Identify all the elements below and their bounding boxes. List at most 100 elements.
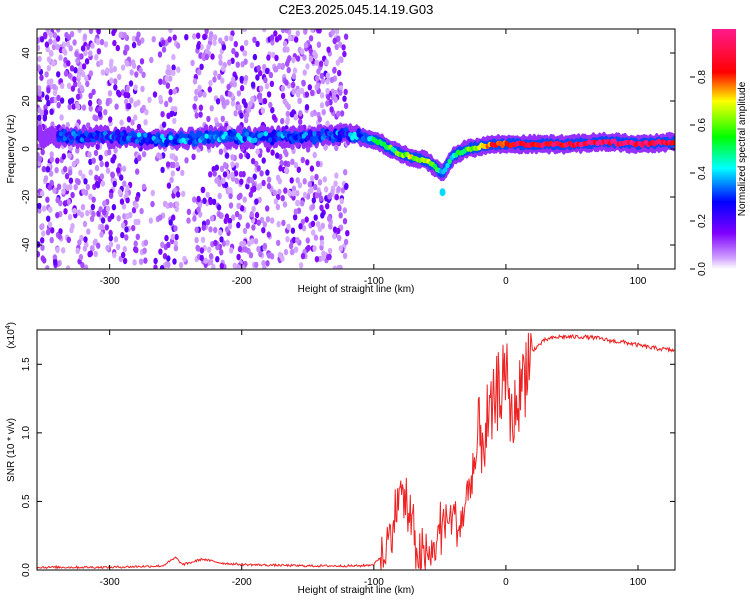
spectrogram-noise-cell (131, 62, 137, 70)
spectrogram-noise-cell (61, 153, 66, 160)
spectrogram-x-ticks: -300 -200 -100 0 100 (100, 29, 647, 287)
spectrogram-noise-cell (289, 177, 294, 184)
spectrogram-noise-cell (240, 264, 245, 269)
spectrogram-noise-cell (132, 259, 137, 266)
spectrogram-noise-cell (279, 159, 284, 167)
snr-y-label: SNR (10 * v/v) (6, 418, 17, 482)
spectrogram-noise-cell (244, 111, 250, 118)
spectrogram-noise-cell (273, 198, 279, 205)
spectrogram-noise-cell (300, 218, 305, 226)
snr-multiplier: (x104) (5, 322, 17, 349)
spectrogram-noise-cell (337, 204, 342, 211)
spectrogram-noise-cell (122, 257, 128, 265)
spectrogram-noise-cell (40, 148, 45, 156)
spectrogram-noise-cell (338, 89, 343, 96)
spectrogram-noise-cell (233, 110, 238, 117)
spectrogram-noise-cell (150, 189, 155, 197)
spectrogram-noise-cell (220, 77, 225, 84)
spectrogram-noise-cell (337, 234, 342, 242)
spectrogram-noise-cell (143, 119, 148, 126)
spectrogram-noise-cell (84, 58, 90, 65)
spectrogram-noise-cell (229, 247, 234, 254)
spectrogram-noise-cell (308, 35, 314, 42)
spectrogram-noise-cell (67, 98, 73, 105)
spectrogram-noise-cell (225, 99, 230, 106)
spectrogram-noise-cell (336, 186, 341, 193)
spectrogram-noise-cell (326, 93, 331, 101)
spectrogram-noise-cell (249, 62, 255, 69)
spectrogram-noise-cell (342, 207, 347, 214)
spectrogram-noise-cell (68, 169, 73, 176)
spectrogram-noise-cell (42, 114, 48, 121)
spectrogram-noise-cell (269, 80, 275, 88)
colorbar: 0.0 0.2 0.4 0.6 0.8 Normalized spectral ampl… (690, 29, 748, 276)
spectrogram-noise-cell (228, 192, 233, 200)
spectrogram-noise-cell (258, 85, 264, 92)
spectrogram-noise-cell (216, 204, 222, 211)
spectrogram-noise-cell (234, 177, 239, 184)
spectrogram-noise-cell (80, 204, 86, 211)
spectrogram-noise-cell (254, 160, 259, 168)
spectrogram-x-tick-label: 100 (630, 276, 647, 287)
spectrogram-noise-cell (334, 194, 339, 201)
spectrogram-noise-cell (325, 120, 330, 127)
spectrogram-noise-cell (261, 260, 266, 267)
spectrogram-noise-cell (287, 189, 292, 197)
spectrogram-noise-cell (306, 244, 311, 252)
spectrogram-noise-cell (317, 116, 322, 123)
spectrogram-noise-cell (45, 265, 50, 269)
spectrogram-noise-cell (70, 85, 76, 92)
spectrogram-signal-cell (223, 131, 228, 137)
spectrogram-noise-cell (230, 154, 235, 161)
spectrogram-noise-cell (40, 237, 45, 244)
spectrogram-noise-cell (76, 73, 81, 80)
spectrogram-noise-cell (85, 209, 90, 217)
spectrogram-noise-cell (98, 206, 103, 213)
spectrogram-noise-cell (265, 260, 270, 267)
spectrogram-x-tick-label: 0 (503, 276, 509, 287)
spectrogram-noise-cell (88, 29, 94, 35)
spectrogram-noise-cell (211, 198, 217, 205)
spectrogram-noise-cell (43, 175, 49, 182)
snr-frame (36, 329, 676, 571)
spectrogram-noise-cell (144, 108, 149, 116)
spectrogram-noise-cell (148, 217, 153, 224)
spectrogram-noise-cell (71, 161, 77, 168)
spectrogram-noise-cell (296, 88, 301, 96)
spectrogram-noise-cell (228, 202, 234, 209)
spectrogram-noise-cell (286, 223, 291, 230)
spectrogram-noise-cell (342, 218, 348, 225)
spectrogram-noise-cell (218, 37, 223, 44)
spectrogram-noise-cell (202, 197, 207, 204)
spectrogram-noise-cell (302, 178, 307, 185)
spectrogram-noise-cell (76, 209, 82, 216)
spectrogram-noise-cell (88, 70, 94, 77)
spectrogram-noise-cell (219, 212, 224, 219)
spectrogram-noise-cell (79, 84, 85, 92)
spectrogram-noise-cell (165, 161, 171, 168)
spectrogram-noise-cell (262, 242, 268, 250)
spectrogram-noise-cell (208, 253, 214, 260)
spectrogram-noise-cell (332, 233, 337, 240)
spectrogram-noise-cell (153, 257, 158, 265)
spectrogram-noise-cell (194, 112, 199, 119)
snr-y-tick-label: 0.0 (21, 563, 32, 577)
spectrogram-noise-cell (254, 261, 259, 269)
spectrogram-noise-cell (285, 110, 290, 118)
spectrogram-noise-cell (282, 98, 287, 105)
spectrogram-noise-cell (122, 32, 127, 39)
spectrogram-noise-cell (49, 151, 54, 158)
spectrogram-noise-cell (291, 73, 297, 80)
spectrogram-noise-cell (56, 183, 62, 190)
spectrogram-signal-cell (94, 134, 99, 141)
spectrogram-noise-cell (198, 211, 203, 218)
spectrogram-noise-cell (301, 80, 306, 87)
spectrogram-noise-cell (213, 117, 219, 124)
spectrogram-noise-cell (164, 234, 169, 242)
spectrogram-noise-cell (227, 217, 233, 225)
spectrogram-signal-cell (204, 133, 209, 139)
spectrogram-noise-cell (113, 78, 118, 85)
spectrogram-noise-cell (37, 107, 42, 114)
spectrogram-noise-cell (111, 29, 116, 36)
spectrogram-noise-cell (259, 216, 265, 224)
